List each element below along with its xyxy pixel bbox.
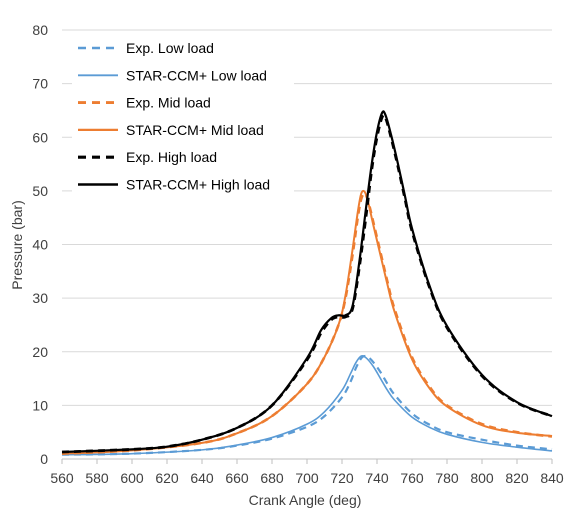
x-tick-label: 620	[155, 470, 179, 486]
series-line-exp-mid-load	[61, 192, 553, 455]
y-tick-label: 10	[32, 397, 48, 413]
axes	[61, 458, 553, 464]
x-tick-label: 680	[260, 470, 284, 486]
legend-label-exp-mid-load: Exp. Mid load	[126, 95, 211, 111]
y-tick-label: 80	[32, 22, 48, 38]
legend-label-star-ccm-low-load: STAR-CCM+ Low load	[126, 67, 267, 83]
x-tick-label: 740	[365, 470, 389, 486]
legend-label-star-ccm-high-load: STAR-CCM+ High load	[126, 177, 270, 193]
y-tick-label: 60	[32, 129, 48, 145]
y-tick-label: 30	[32, 290, 48, 306]
x-tick-label: 840	[540, 470, 564, 486]
legend-entry-background	[72, 172, 294, 195]
legend-label-exp-low-load: Exp. Low load	[126, 40, 214, 56]
y-tick-label: 40	[32, 237, 48, 253]
x-tick-label: 600	[120, 470, 144, 486]
legend-entry-background	[72, 145, 294, 168]
x-tick-label: 580	[85, 470, 109, 486]
y-tick-label: 50	[32, 183, 48, 199]
x-tick-label: 800	[470, 470, 494, 486]
x-tick-label: 660	[225, 470, 249, 486]
legend-label-star-ccm-mid-load: STAR-CCM+ Mid load	[126, 122, 264, 138]
y-tick-label: 70	[32, 76, 48, 92]
x-axis-title: Crank Angle (deg)	[249, 492, 362, 508]
x-tick-labels: 560 580 600 620 640 660 680 700 720 740 760 780 800 8…	[50, 470, 564, 486]
x-tick-label: 820	[505, 470, 529, 486]
x-tick-label: 760	[400, 470, 424, 486]
legend-label-exp-high-load: Exp. High load	[126, 149, 217, 165]
y-tick-label: 20	[32, 344, 48, 360]
x-tick-label: 560	[50, 470, 74, 486]
series-line-star-ccm-low-load	[61, 355, 553, 456]
legend-entry-background	[72, 90, 294, 113]
y-tick-labels: 0 10 20 30 40 50 60 70 80	[32, 22, 48, 467]
legend-entry-background	[72, 117, 294, 140]
x-tick-label: 700	[295, 470, 319, 486]
series-lines	[61, 110, 553, 456]
series-line-star-ccm-mid-load	[61, 189, 553, 455]
y-tick-label: 0	[40, 451, 48, 467]
x-tick-label: 640	[190, 470, 214, 486]
gridlines	[62, 29, 552, 406]
legend-entry-background	[72, 63, 294, 86]
series-line-star-ccm-high-load	[61, 110, 553, 454]
x-tick-label: 720	[330, 470, 354, 486]
y-axis-title: Pressure (bar)	[9, 200, 25, 289]
legend: Exp. Low load STAR-CCM+ Low load Exp. Mid …	[72, 36, 294, 195]
x-tick-label: 780	[435, 470, 459, 486]
legend-entry-background	[72, 36, 294, 58]
